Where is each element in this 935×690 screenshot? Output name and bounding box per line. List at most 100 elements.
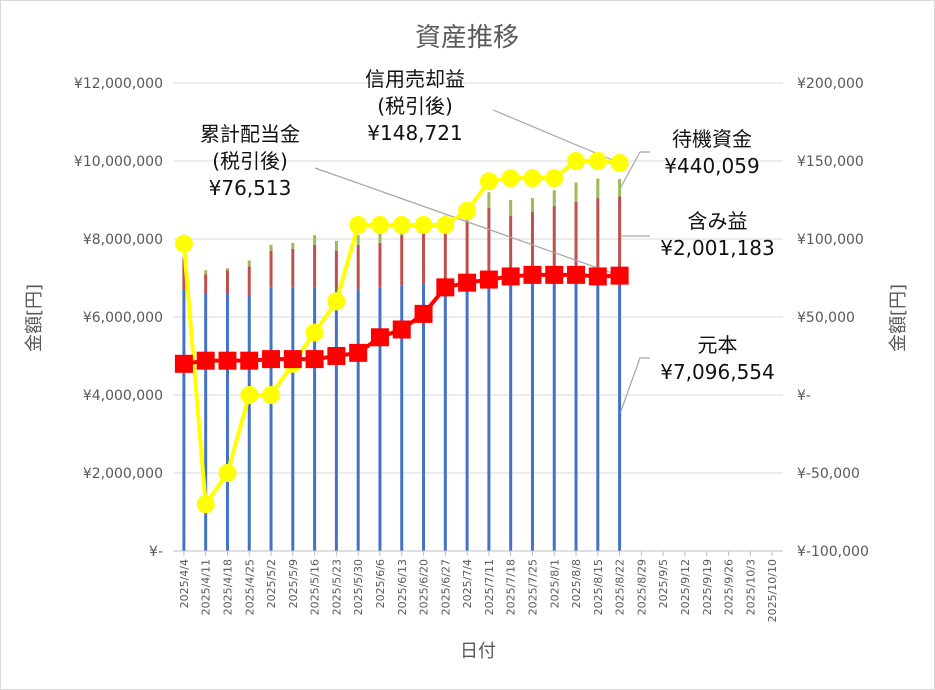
annotation-shinyo-value: ¥148,721 <box>367 121 463 145</box>
x-tick-label: 2025/6/20 <box>418 559 431 615</box>
x-tick-label: 2025/4/4 <box>178 559 191 608</box>
bar-segment <box>225 293 229 551</box>
x-tick-label: 2025/10/10 <box>766 559 779 622</box>
annotation-haito-value: ¥76,513 <box>208 176 292 200</box>
bar-segment <box>552 190 556 206</box>
y-tick-label: ¥- <box>149 544 163 560</box>
bar-segment <box>313 244 317 288</box>
y-tick-label: ¥8,000,000 <box>83 232 163 248</box>
line-point <box>588 152 607 170</box>
bar-segment <box>204 293 208 551</box>
line-point <box>327 292 346 311</box>
line-point <box>567 152 586 170</box>
x-tick-label: 2025/5/30 <box>352 559 365 615</box>
line-point <box>545 169 564 188</box>
line-point <box>414 304 433 323</box>
x-tick-label: 2025/7/4 <box>461 559 474 608</box>
bar-segment <box>182 289 186 551</box>
annotation-taiki-value: ¥440,059 <box>664 154 760 178</box>
line-point <box>240 386 259 404</box>
bar-segment <box>378 287 382 551</box>
x-tick-label: 2025/9/5 <box>657 559 670 608</box>
annotation-shinyo-label: 信用売却益 <box>365 67 465 91</box>
annotation-ganpon-label: 元本 <box>697 333 738 357</box>
line-point <box>501 169 520 188</box>
bar-segment <box>356 244 360 290</box>
bar-segment <box>247 295 251 551</box>
bar-segment <box>509 200 513 216</box>
y-tick-label: ¥6,000,000 <box>83 310 163 326</box>
bar-segment <box>291 248 295 288</box>
x-tick-label: 2025/4/11 <box>200 559 213 615</box>
bar-segment <box>291 287 295 551</box>
x-tick-label: 2025/5/23 <box>330 559 343 615</box>
y2-tick-label: ¥- <box>797 388 811 404</box>
line-point <box>174 354 193 373</box>
bar-segment <box>509 278 513 551</box>
bar-segment <box>487 192 491 208</box>
y2-tick-label: ¥-50,000 <box>797 466 860 482</box>
axes <box>173 550 783 556</box>
line-point <box>501 267 520 286</box>
bar-segment <box>334 240 338 251</box>
line-point <box>479 270 498 289</box>
line-point <box>610 153 629 172</box>
line-point <box>370 328 389 347</box>
bar-segment <box>552 276 556 551</box>
bar-segment <box>574 182 578 202</box>
line-point <box>218 351 237 370</box>
annotation-fukumi-value: ¥2,001,183 <box>660 236 775 260</box>
annotation-haito-note: (税引後) <box>212 149 288 173</box>
x-tick-label: 2025/8/22 <box>614 559 627 615</box>
y2-tick-label: ¥150,000 <box>797 154 864 170</box>
x-tick-label: 2025/8/1 <box>548 559 561 608</box>
y-tick-label: ¥2,000,000 <box>83 466 163 482</box>
bar-segment <box>378 242 382 288</box>
annotation-leader <box>314 167 620 277</box>
y2-axis-tick-labels: ¥-100,000 ¥-50,000 ¥- ¥50,000 ¥100,000 ¥150,0… <box>797 76 869 560</box>
bar-segment <box>225 270 229 294</box>
annotation-shinyo: 信用売却益 (税引後) ¥148,721 <box>340 66 490 147</box>
line-point <box>479 172 498 191</box>
bar-segment <box>400 235 404 286</box>
bar-segment <box>596 276 600 551</box>
bar-segment <box>225 268 229 271</box>
line-point <box>436 215 455 234</box>
x-tick-label: 2025/4/18 <box>221 559 234 615</box>
line-point <box>392 320 411 339</box>
x-tick-label: 2025/8/15 <box>592 559 605 615</box>
y2-axis-title: 金額[円] <box>888 284 909 352</box>
line-point <box>262 386 281 404</box>
line-series <box>174 152 629 514</box>
bar-segment <box>443 281 447 551</box>
annotation-leader <box>620 151 650 188</box>
x-tick-label: 2025/5/2 <box>265 559 278 608</box>
line-point <box>436 278 455 297</box>
y2-tick-label: ¥-100,000 <box>797 544 869 560</box>
bar-segment <box>356 289 360 551</box>
y-tick-label: ¥4,000,000 <box>83 388 163 404</box>
bar-segment <box>269 287 273 551</box>
y2-tick-label: ¥50,000 <box>797 310 855 326</box>
bar-segment <box>313 235 317 245</box>
annotation-taiki-label: 待機資金 <box>672 127 752 151</box>
line-point <box>283 350 302 369</box>
line-point <box>370 215 389 234</box>
line-point <box>349 215 368 234</box>
x-tick-label: 2025/7/25 <box>526 559 539 615</box>
line-point <box>392 215 411 234</box>
bar-segment <box>509 215 513 278</box>
annotation-haito: 累計配当金 (税引後) ¥76,513 <box>180 121 320 202</box>
bar-segment <box>182 258 186 290</box>
x-tick-label: 2025/9/26 <box>723 559 736 615</box>
line-point <box>240 351 259 370</box>
line-point <box>349 343 368 362</box>
bar-segment <box>443 227 447 282</box>
x-tick-label: 2025/5/16 <box>309 559 322 615</box>
annotation-leader <box>620 357 650 413</box>
annotation-taiki: 待機資金 ¥440,059 <box>652 126 772 180</box>
x-axis-title: 日付 <box>460 641 496 662</box>
bar-segment <box>291 242 295 249</box>
bar-segment <box>269 250 273 288</box>
x-tick-label: 2025/9/19 <box>701 559 714 615</box>
